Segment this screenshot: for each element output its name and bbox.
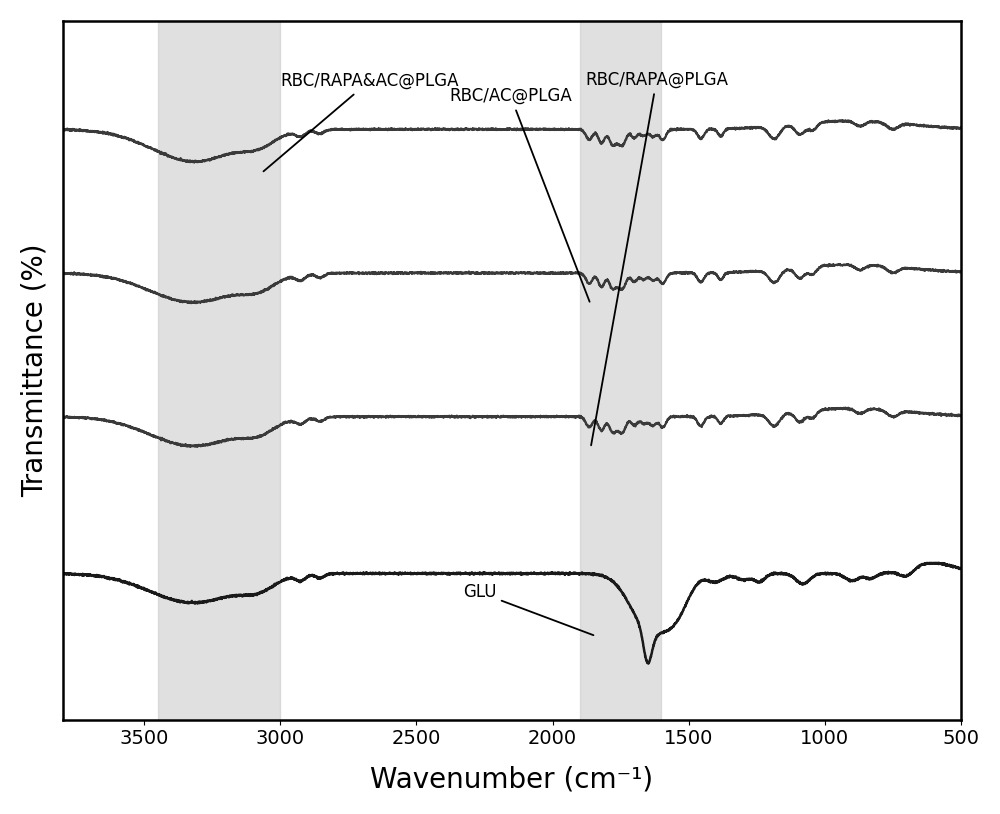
Bar	[580, 21, 661, 720]
X-axis label: Wavenumber (cm⁻¹): Wavenumber (cm⁻¹)	[370, 765, 653, 793]
Text: RBC/AC@PLGA: RBC/AC@PLGA	[449, 87, 590, 302]
Text: RBC/RAPA&AC@PLGA: RBC/RAPA&AC@PLGA	[263, 72, 459, 172]
Y-axis label: Transmittance (%): Transmittance (%)	[21, 243, 49, 497]
Text: GLU: GLU	[463, 584, 593, 635]
Text: RBC/RAPA@PLGA: RBC/RAPA@PLGA	[585, 71, 728, 445]
Bar	[158, 21, 280, 720]
